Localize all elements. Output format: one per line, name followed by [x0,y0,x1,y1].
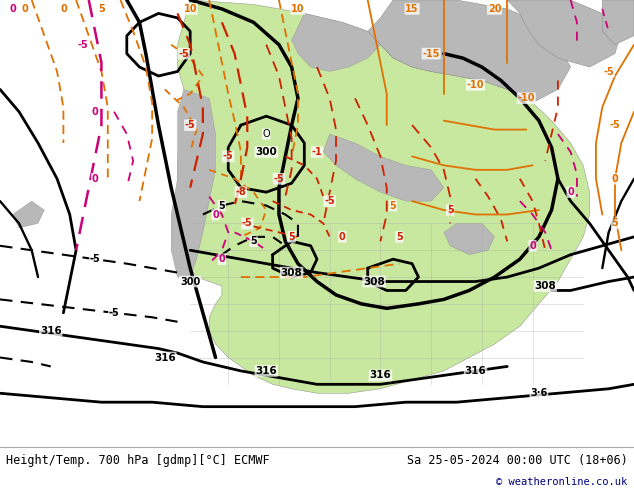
Text: -5: -5 [274,174,284,184]
Polygon shape [171,89,216,277]
Text: 10: 10 [183,4,197,14]
Text: 316: 316 [465,366,486,376]
Text: -5: -5 [179,49,189,59]
Polygon shape [178,0,590,393]
Text: 5: 5 [447,205,453,215]
Text: -1: -1 [312,147,322,157]
Text: 5: 5 [98,4,105,14]
Text: 5: 5 [250,236,257,246]
Polygon shape [13,201,44,228]
Text: O: O [262,129,270,139]
Text: 0: 0 [22,4,29,14]
Text: 0: 0 [219,254,225,264]
Text: -5: -5 [242,219,252,228]
Text: -15: -15 [422,49,440,59]
Text: 0: 0 [92,174,98,184]
Text: 308: 308 [363,276,385,287]
Text: -5: -5 [185,120,195,130]
Text: 0: 0 [529,241,536,251]
Text: 0: 0 [612,174,618,184]
Text: -5: -5 [604,67,614,76]
Text: 0: 0 [567,187,574,197]
Text: 316: 316 [256,366,277,376]
Polygon shape [368,0,571,103]
Text: 316: 316 [154,352,176,363]
Text: -5: -5 [90,254,100,264]
Text: 15: 15 [405,4,419,14]
Text: -5: -5 [610,120,620,130]
Text: 3·6: 3·6 [530,388,548,398]
Text: 0: 0 [60,4,67,14]
Text: 0: 0 [92,107,98,117]
Text: -5: -5 [325,196,335,206]
Text: -5: -5 [223,151,233,161]
Text: 5: 5 [390,200,396,211]
Text: 300: 300 [256,147,277,157]
Text: 5: 5 [219,200,225,211]
Text: -10: -10 [467,80,484,90]
Polygon shape [444,223,495,255]
Text: 316: 316 [40,326,61,336]
Text: 5: 5 [396,232,403,242]
Text: 300: 300 [180,276,200,287]
Text: 0: 0 [212,210,219,220]
Text: -10: -10 [517,93,535,103]
Text: 0: 0 [10,4,16,14]
Polygon shape [323,134,444,201]
Text: 0: 0 [339,232,346,242]
Text: 20: 20 [488,4,501,14]
Text: 308: 308 [281,268,302,278]
Text: © weatheronline.co.uk: © weatheronline.co.uk [496,477,628,487]
Text: 5: 5 [288,232,295,242]
Text: 308: 308 [534,281,556,291]
Polygon shape [292,13,380,72]
Text: -5: -5 [77,40,87,49]
Polygon shape [602,0,634,45]
Text: 316: 316 [370,370,391,380]
Text: Height/Temp. 700 hPa [gdmp][°C] ECMWF: Height/Temp. 700 hPa [gdmp][°C] ECMWF [6,454,270,467]
Text: -5: -5 [109,308,119,318]
Text: Sa 25-05-2024 00:00 UTC (18+06): Sa 25-05-2024 00:00 UTC (18+06) [407,454,628,467]
Text: 5: 5 [612,219,618,228]
Text: -8: -8 [235,187,247,197]
Text: 10: 10 [291,4,305,14]
Polygon shape [507,0,621,67]
